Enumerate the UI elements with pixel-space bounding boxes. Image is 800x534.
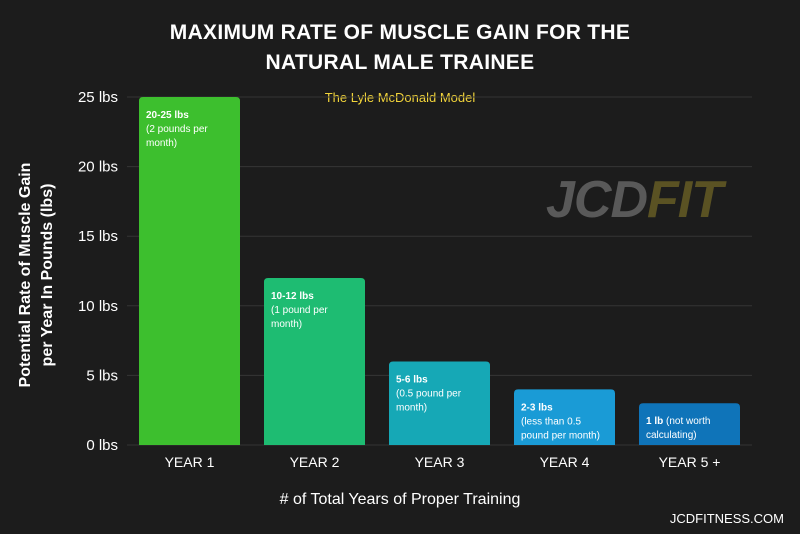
y-tick-label: 20 lbs [78, 159, 118, 176]
bar [514, 389, 615, 445]
logo-part-1: JCD [546, 171, 648, 229]
chart-title-line-2: NATURAL MALE TRAINEE [265, 51, 535, 74]
bar-data-label: 20-25 lbs [146, 110, 189, 121]
bar-data-label-line: (less than 0.5 [521, 416, 581, 427]
bar-data-label-line: (2 pounds per [146, 124, 208, 135]
bar-data-label-line: (1 pound per [271, 305, 328, 316]
y-tick-label: 15 lbs [78, 228, 118, 245]
x-tick-label: YEAR 2 [290, 454, 340, 470]
bar-data-label-line: pound per month) [521, 430, 600, 441]
y-axis-label-line-2: per Year In Pounds (lbs) [39, 183, 56, 367]
y-tick-label: 0 lbs [86, 437, 118, 454]
x-tick-label: YEAR 4 [540, 454, 590, 470]
bar-data-label-line: (0.5 pound per [396, 388, 462, 399]
bar-data-label: 2-3 lbs [521, 402, 553, 413]
x-tick-label: YEAR 3 [415, 454, 465, 470]
x-axis-label: # of Total Years of Proper Training [279, 491, 521, 508]
bar-data-label-line: month) [396, 402, 427, 413]
y-tick-label: 10 lbs [78, 298, 118, 315]
bar-data-label: 10-12 lbs [271, 291, 314, 302]
bar-data-label: 1 lb (not worth [646, 416, 710, 427]
bar [639, 403, 740, 445]
bar [389, 361, 490, 445]
jcdfit-logo: JCDFIT [546, 170, 723, 230]
site-url: JCDFITNESS.COM [669, 511, 784, 526]
y-tick-label: 25 lbs [78, 89, 118, 106]
x-tick-label: YEAR 5 + [659, 454, 721, 470]
chart-title-line-1: MAXIMUM RATE OF MUSCLE GAIN FOR THE [169, 21, 631, 44]
bar-data-label-line: calculating) [646, 430, 697, 441]
chart-title: MAXIMUM RATE OF MUSCLE GAIN FOR THE NATU… [0, 18, 800, 78]
bar [139, 97, 240, 445]
y-axis-label-line-1: Potential Rate of Muscle Gain [17, 162, 34, 388]
y-axis-label: Potential Rate of Muscle Gain per Year I… [15, 163, 59, 388]
bar-data-label-line: month) [271, 319, 302, 330]
bar-data-label: 5-6 lbs [396, 374, 428, 385]
x-tick-label: YEAR 1 [165, 454, 215, 470]
y-tick-label: 5 lbs [86, 367, 118, 384]
logo-part-2: FIT [647, 171, 723, 229]
bar-data-label-line: month) [146, 138, 177, 149]
bar [264, 277, 365, 445]
